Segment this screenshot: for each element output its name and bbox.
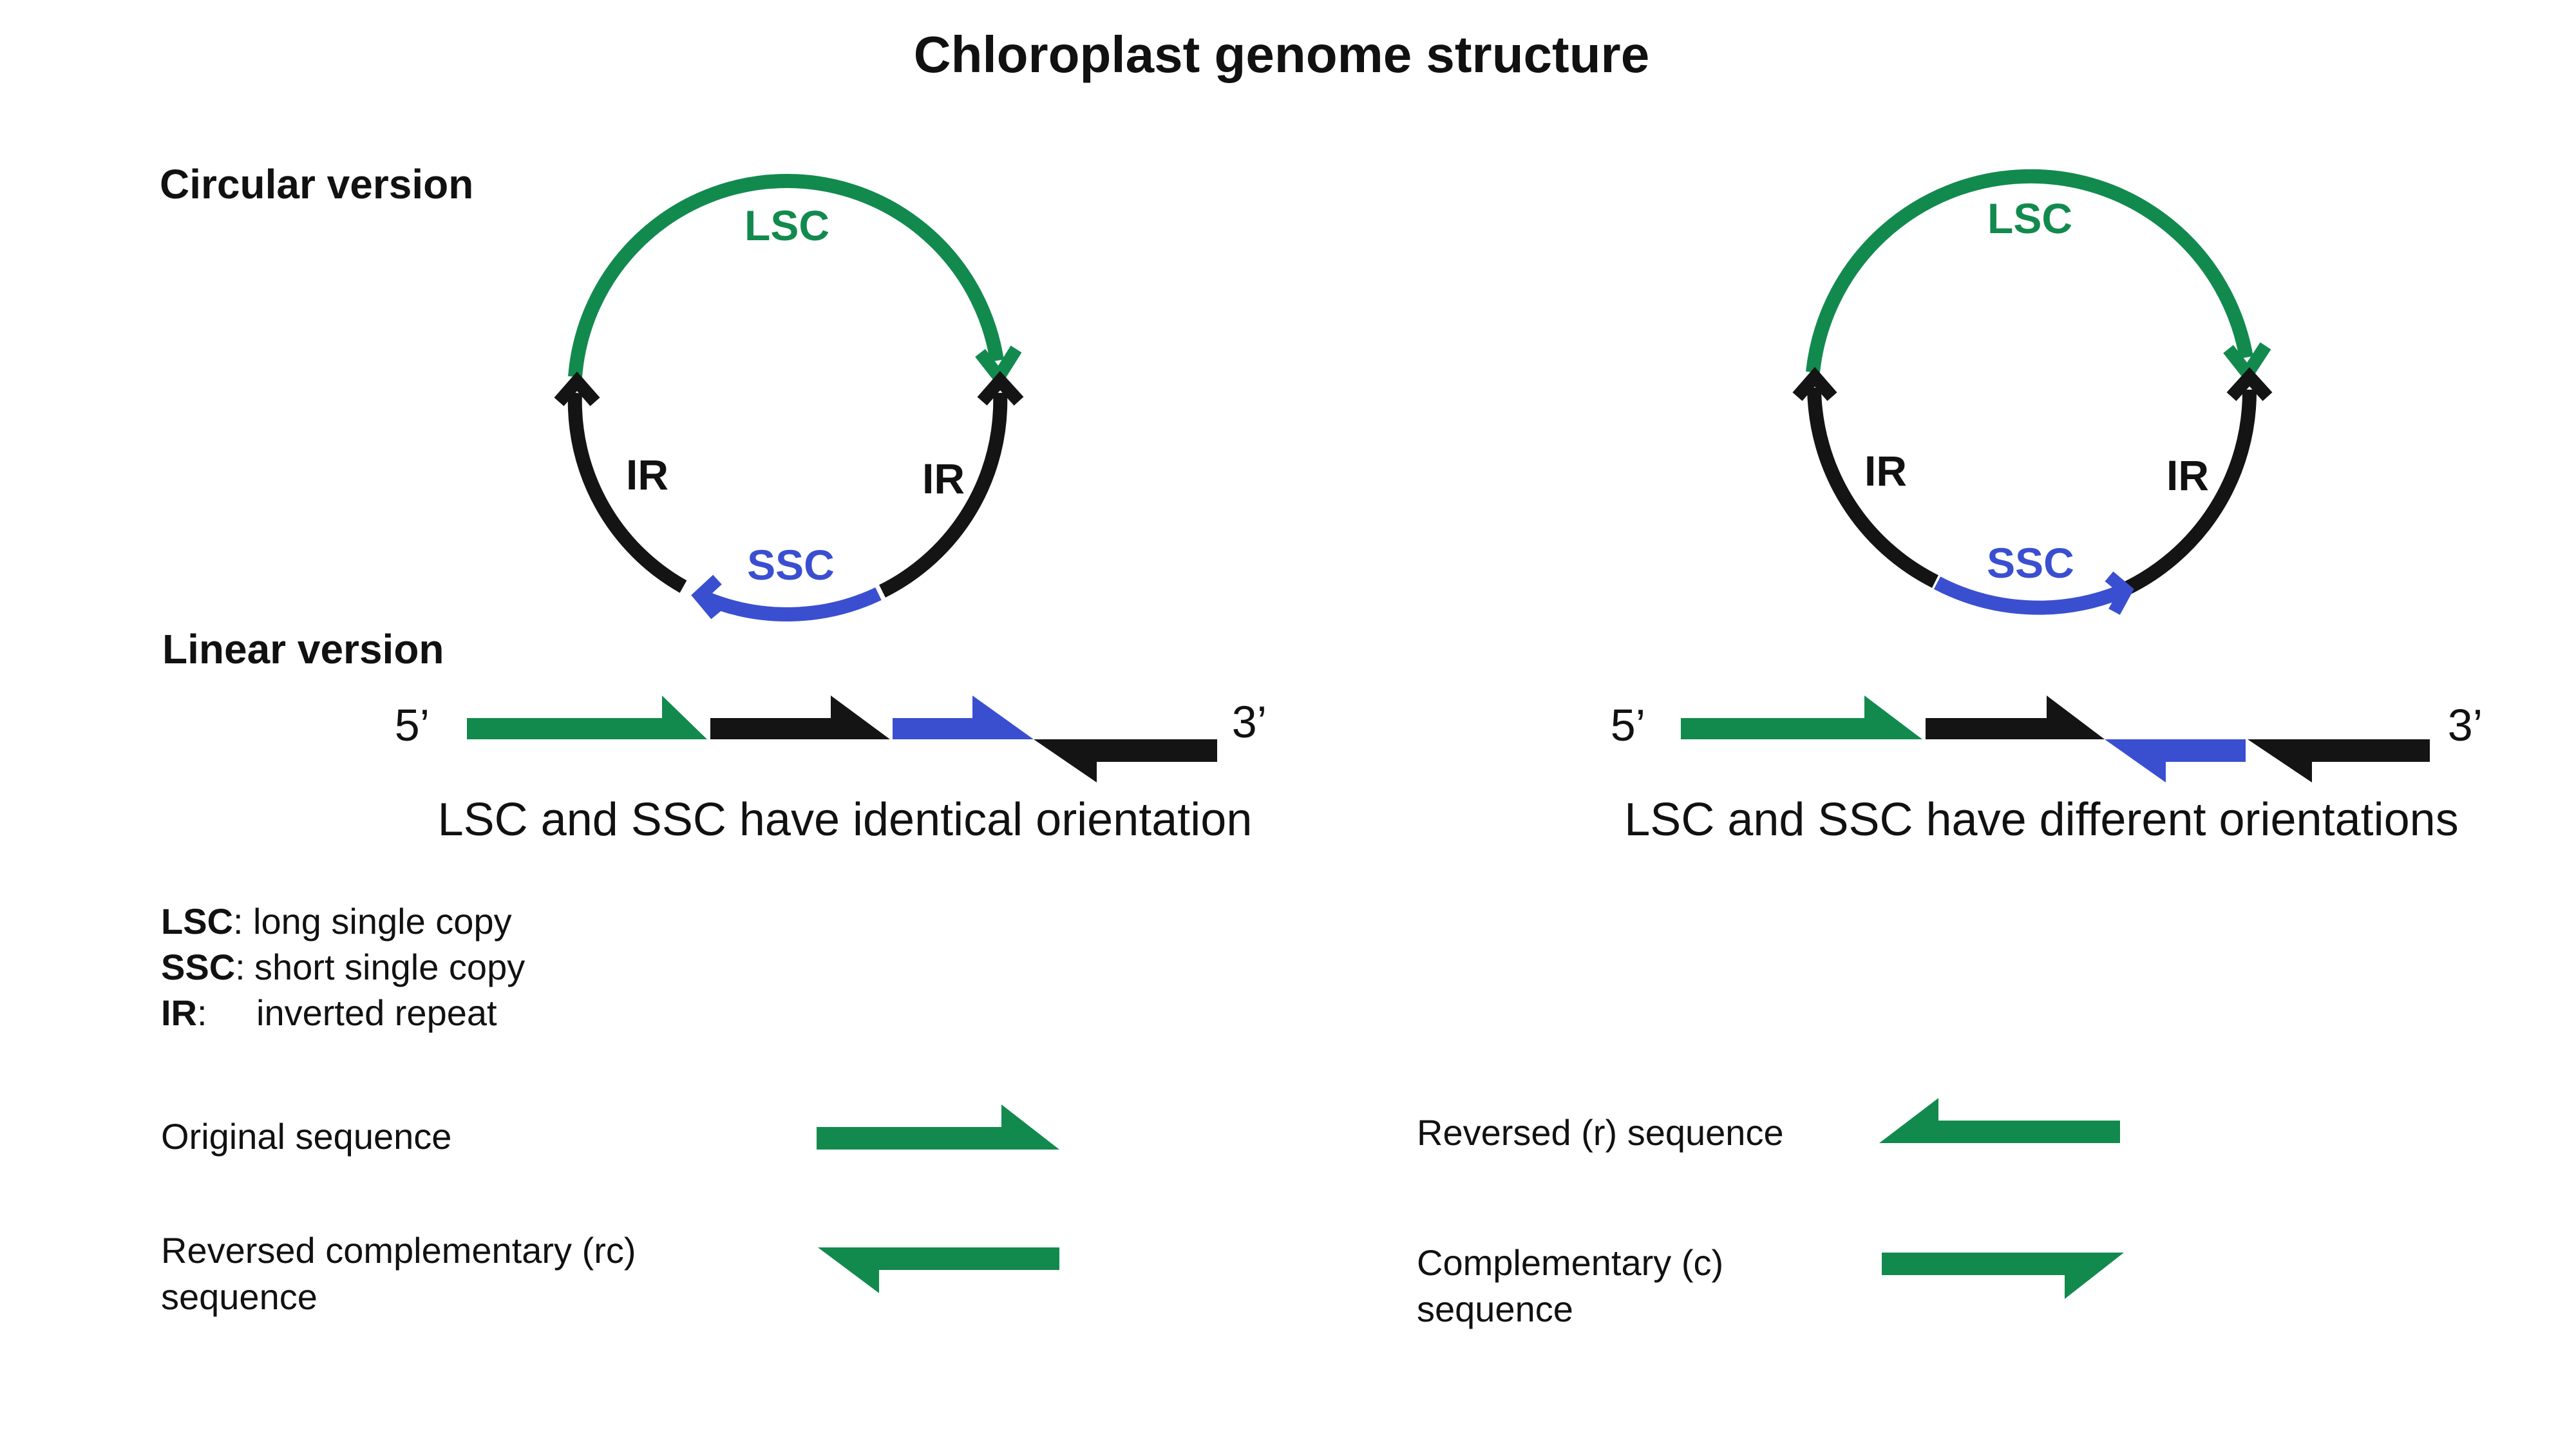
ir-arrowhead (977, 370, 1024, 406)
ir-segment (1926, 696, 2105, 739)
ir-arc (567, 392, 687, 593)
legend-separator: : (233, 901, 243, 942)
ssc-label: SSC (1987, 539, 2074, 587)
complementary-sequence-label-line1: Complementary (c) (1417, 1242, 1723, 1283)
ir-label: IR (1864, 447, 1907, 495)
legend-separator: : (235, 947, 245, 987)
rc-sequence-label-line1: Reversed complementary (rc) (161, 1230, 636, 1271)
linear-version-heading: Linear version (162, 626, 444, 672)
ssc-arc (1933, 576, 2122, 615)
three-prime-label: 3’ (1232, 697, 1267, 747)
circular-genome-right: LSC IR IR SSC (1792, 169, 2273, 615)
ir-segment (2248, 739, 2430, 782)
five-prime-label: 5’ (1611, 700, 1645, 750)
legend-description: short single copy (254, 947, 525, 987)
legend-description: inverted repeat (256, 992, 497, 1033)
legend-key: IR (161, 992, 197, 1033)
linear-genome-right: 5’ 3’ LSC and SSC have different orienta… (1611, 696, 2483, 846)
ir-arc (2119, 389, 2257, 597)
ssc-segment (893, 696, 1034, 739)
reversed-sequence-arrow (1879, 1098, 2120, 1143)
legend-description: long single copy (253, 901, 512, 942)
lsc-label: LSC (744, 202, 829, 249)
abbreviation-legend: LSC: long single copy SSC: short single co… (161, 901, 525, 1033)
lsc-label: LSC (1987, 194, 2072, 242)
legend-row: LSC: long single copy (161, 901, 512, 942)
ir-arrowhead (2226, 367, 2273, 401)
diagram-title: Chloroplast genome structure (914, 26, 1649, 83)
ir-arrowhead (1792, 366, 1837, 401)
ssc-label: SSC (747, 541, 835, 589)
ir-arrowhead (554, 371, 600, 406)
ir-arc (1807, 387, 1938, 588)
five-prime-label: 5’ (395, 700, 430, 750)
ir-segment (710, 696, 890, 739)
orientation-caption: LSC and SSC have identical orientation (438, 794, 1253, 846)
circular-version-heading: Circular version (160, 161, 473, 207)
sequence-key: Original sequence Reversed (r) sequence … (161, 1098, 2124, 1329)
ir-label: IR (922, 455, 965, 502)
ir-arc (879, 392, 1008, 598)
legend-row: IR: inverted repeat (161, 992, 497, 1033)
ssc-arrowhead (2105, 571, 2134, 615)
lsc-arc (568, 174, 1004, 377)
legend-key: SSC (161, 947, 235, 987)
lsc-segment (467, 696, 707, 739)
ir-label: IR (2166, 451, 2209, 499)
reversed-sequence-label: Reversed (r) sequence (1417, 1112, 1784, 1153)
ir-label: IR (626, 451, 668, 498)
complementary-sequence-arrow (1882, 1253, 2124, 1299)
legend-separator: : (197, 992, 207, 1033)
three-prime-label: 3’ (2448, 700, 2483, 750)
ir-segment (1034, 739, 1217, 782)
lsc-arc (1806, 169, 2253, 374)
original-sequence-label: Original sequence (161, 1116, 451, 1157)
complementary-sequence-label-line2: sequence (1417, 1289, 1573, 1329)
legend-key: LSC (161, 901, 233, 942)
linear-genome-left: 5’ 3’ LSC and SSC have identical orienta… (395, 696, 1267, 846)
circular-genome-left: LSC IR IR SSC (554, 174, 1024, 621)
ssc-segment (2105, 739, 2246, 782)
ssc-arrowhead (691, 574, 722, 620)
legend-row: SSC: short single copy (161, 947, 525, 987)
ssc-arc (701, 587, 882, 621)
original-sequence-arrow (817, 1104, 1059, 1150)
rc-sequence-label-line2: sequence (161, 1276, 317, 1317)
lsc-segment (1681, 696, 1922, 739)
orientation-caption: LSC and SSC have different orientations (1624, 794, 2458, 846)
rc-sequence-arrow (818, 1247, 1059, 1293)
